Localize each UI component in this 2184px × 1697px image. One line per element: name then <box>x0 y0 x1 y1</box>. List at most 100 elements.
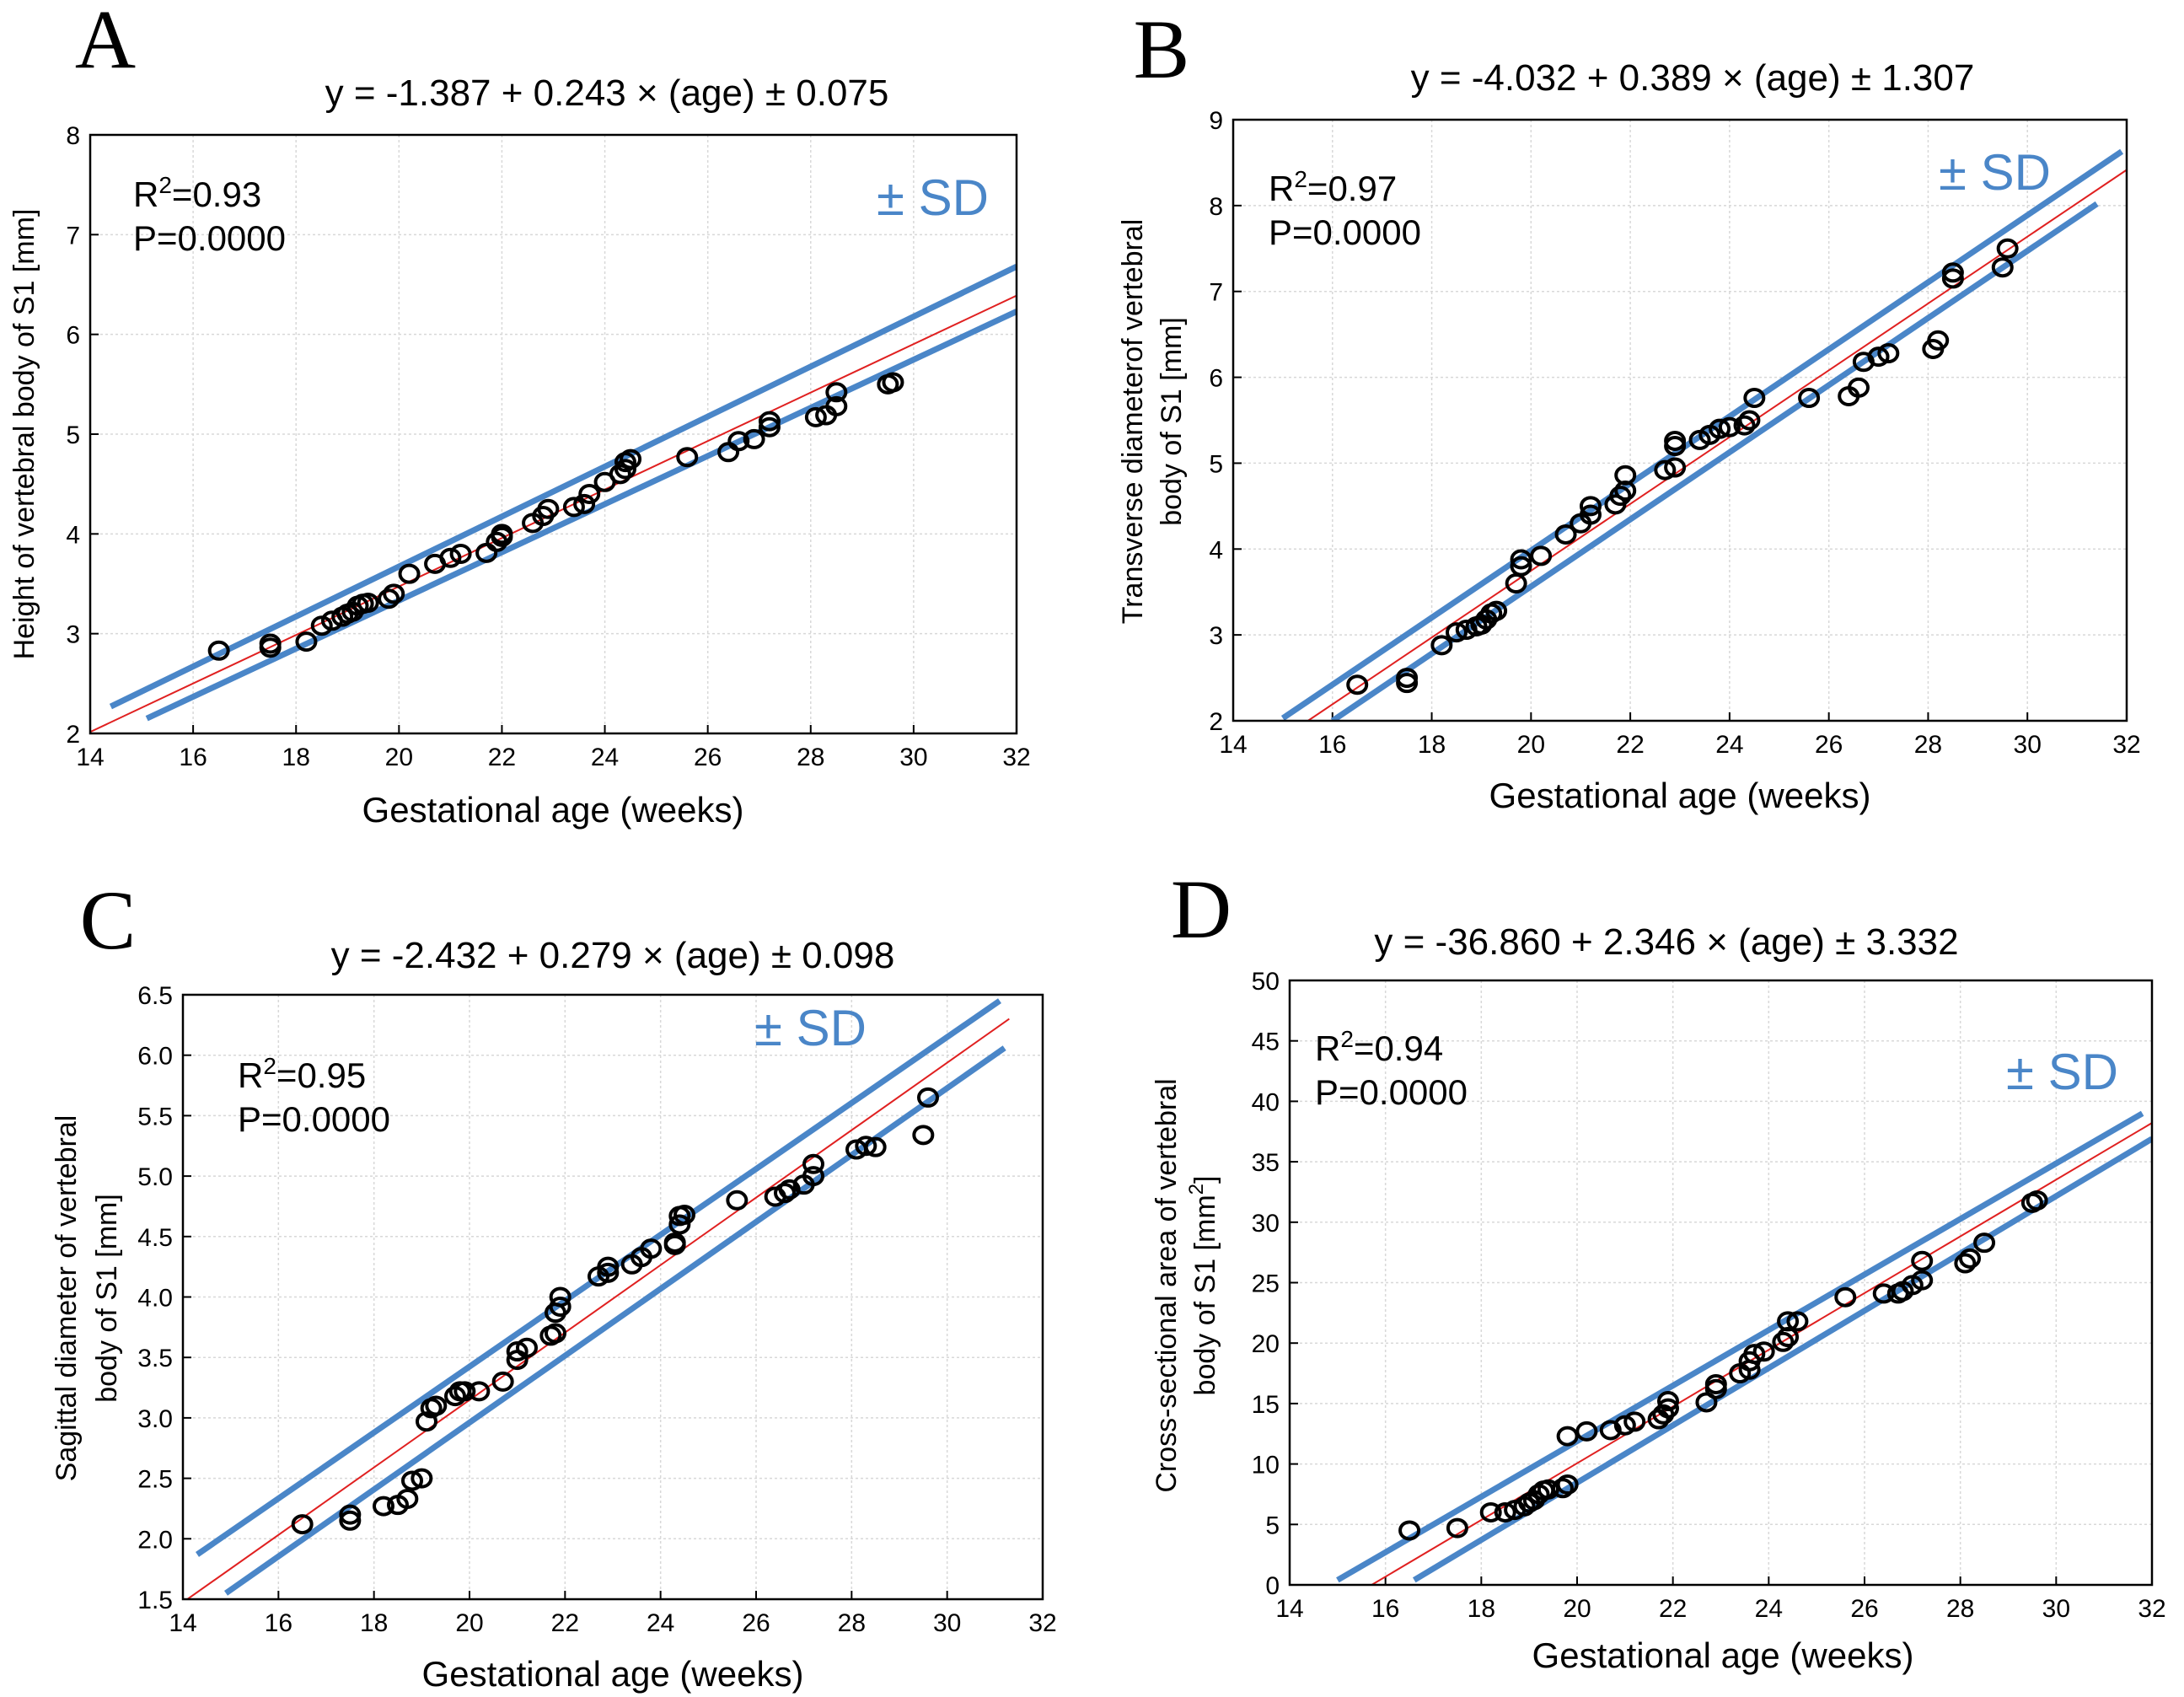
data-point <box>1718 416 1741 438</box>
data-point <box>1485 600 1508 621</box>
y-tick-label: 45 <box>1252 1028 1280 1056</box>
data-point <box>259 633 282 654</box>
data-point <box>825 395 848 416</box>
data-point <box>357 592 379 613</box>
data-point <box>1954 1253 1977 1274</box>
p-value-label: P=0.0000 <box>238 1099 390 1139</box>
y-tick-label: 4 <box>1209 536 1223 564</box>
data-point <box>383 583 405 604</box>
sd-legend-label: ± SD <box>754 1000 867 1056</box>
r-squared-label: R2=0.93 <box>133 172 261 214</box>
y-tick-label: 3.5 <box>137 1345 173 1372</box>
r-squared-symbol: R <box>133 175 158 214</box>
plot-area <box>90 264 1017 733</box>
data-point <box>778 1179 801 1200</box>
r-squared-label: R2=0.95 <box>238 1053 366 1095</box>
x-tick-label: 28 <box>838 1609 866 1637</box>
r-squared-symbol: R <box>238 1055 263 1095</box>
r-squared-superscript: 2 <box>1340 1026 1354 1052</box>
data-point <box>1941 268 1964 289</box>
data-point <box>597 1262 620 1283</box>
x-tick-label: 22 <box>488 744 516 771</box>
data-point <box>439 547 462 568</box>
data-point <box>726 1190 749 1211</box>
data-point <box>549 1286 571 1308</box>
y-axis-label-line: body of S1 [mm] <box>1156 317 1188 526</box>
data-point <box>1772 1331 1795 1352</box>
y-tick-label: 25 <box>1252 1270 1280 1298</box>
x-tick-label: 32 <box>1002 744 1030 771</box>
sd-legend-label: ± SD <box>1939 144 2051 201</box>
y-axis-label: Height of vertebral body of S1 [mm] <box>8 209 40 660</box>
y-tick-label: 10 <box>1252 1452 1280 1480</box>
x-tick-label: 16 <box>265 1609 292 1637</box>
data-point <box>1941 262 1964 283</box>
x-tick-label: 22 <box>551 1609 579 1637</box>
y-tick-label: 5.5 <box>137 1103 173 1130</box>
data-point <box>802 1153 824 1174</box>
data-point <box>378 588 400 610</box>
y-tick-label: 2.0 <box>137 1526 173 1554</box>
data-point <box>1479 1501 1502 1522</box>
y-tick-label: 2 <box>66 721 80 749</box>
data-point <box>491 1371 514 1392</box>
data-point <box>1743 1344 1766 1365</box>
chart-panel-d: 14 16 18 20 22 24 26 28 30 3205101520253035404550… <box>1151 862 2166 1675</box>
data-point <box>291 1514 314 1535</box>
x-tick-label: 24 <box>647 1609 674 1637</box>
regression-equation: y = -2.432 + 0.279 × (age) ± 0.098 <box>331 935 895 976</box>
y-tick-label: 6 <box>66 322 80 350</box>
data-point <box>597 1256 620 1277</box>
x-tick-label: 32 <box>1028 1609 1056 1637</box>
data-point <box>743 428 765 449</box>
data-point <box>537 498 560 519</box>
y-tick-label: 4.5 <box>137 1224 173 1252</box>
p-value-label: P=0.0000 <box>133 218 286 258</box>
y-axis-label: Transverse diameterof vertebral body of S… <box>1117 219 1188 625</box>
x-tick-label: 18 <box>360 1609 388 1637</box>
data-point <box>1973 1232 1996 1254</box>
x-axis-label: Gestational age (weeks) <box>1489 776 1871 815</box>
x-tick-label: 18 <box>282 744 310 771</box>
upper-sd-line <box>1336 1110 2144 1583</box>
y-tick-label: 4.0 <box>137 1285 173 1313</box>
data-point <box>1959 1248 1982 1269</box>
data-point <box>1704 1373 1727 1394</box>
upper-sd-line <box>109 264 1017 710</box>
y-tick-label: 40 <box>1252 1088 1280 1116</box>
x-tick-label: 32 <box>2138 1595 2165 1623</box>
x-tick-label: 18 <box>1418 731 1446 759</box>
x-tick-label: 26 <box>1850 1595 1878 1623</box>
data-point <box>468 1381 491 1402</box>
data-point <box>1752 1341 1775 1362</box>
data-point <box>416 1411 437 1432</box>
data-point <box>1848 377 1870 398</box>
data-point <box>825 382 848 403</box>
data-point <box>668 1214 691 1235</box>
x-tick-label: 26 <box>742 1609 770 1637</box>
data-point <box>398 563 421 584</box>
x-tick-label: 24 <box>1715 731 1743 759</box>
data-point <box>1623 1411 1646 1432</box>
x-tick-label: 26 <box>694 744 722 771</box>
x-tick-label: 28 <box>1946 1595 1974 1623</box>
y-tick-label: 5 <box>66 422 80 449</box>
data-point <box>620 448 642 470</box>
data-point <box>1609 486 1632 507</box>
data-point <box>562 497 585 518</box>
data-point <box>1656 1398 1679 1419</box>
data-point <box>1664 457 1687 478</box>
y-tick-label: 2 <box>1209 708 1223 736</box>
x-tick-label: 22 <box>1616 731 1644 759</box>
regression-equation: y = -36.860 + 2.346 × (age) ± 3.332 <box>1374 921 1958 963</box>
data-point <box>609 464 631 485</box>
r-squared-symbol: R <box>1269 169 1294 208</box>
r-squared-superscript: 2 <box>1294 166 1307 192</box>
r-squared-superscript: 2 <box>263 1053 276 1079</box>
r-squared-label: R2=0.94 <box>1315 1026 1443 1068</box>
data-point <box>804 406 827 427</box>
data-point <box>516 1337 538 1358</box>
data-point <box>373 1496 394 1517</box>
r-squared-value: =0.97 <box>1307 169 1397 208</box>
data-point <box>1733 415 1756 436</box>
